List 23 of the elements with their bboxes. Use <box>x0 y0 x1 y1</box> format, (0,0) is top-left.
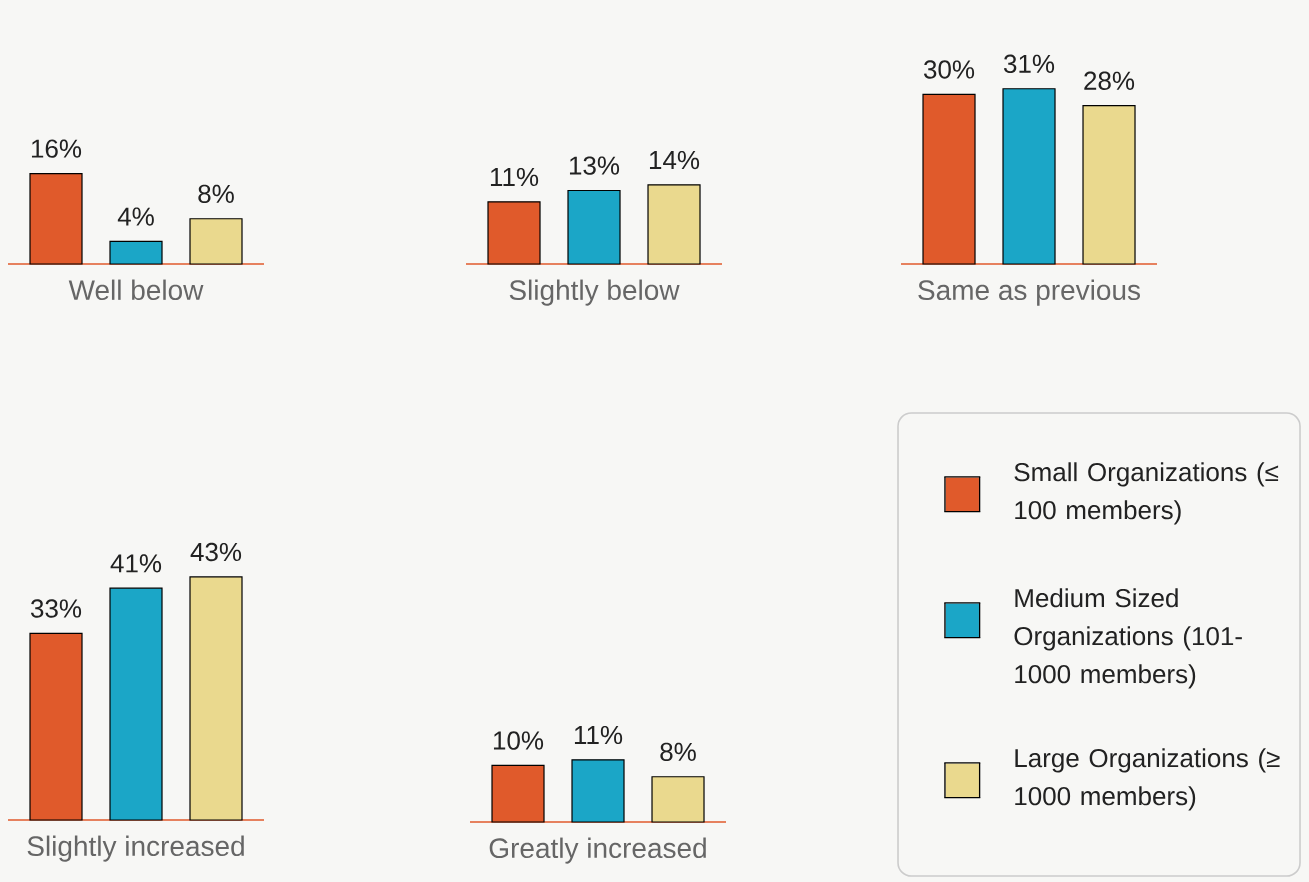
x-axis-title: Well below <box>68 279 204 301</box>
data-label: 10% <box>493 731 544 750</box>
data-label: 8% <box>660 742 696 762</box>
data-label: 30% <box>923 60 975 79</box>
data-label: 28% <box>1084 71 1135 90</box>
text: Large Organizations (≥ 1000 members) <box>1015 748 1280 811</box>
data-label: 4% <box>117 207 154 226</box>
data-label: 33% <box>30 599 82 618</box>
data-label: 8% <box>198 184 234 204</box>
x-axis-title: Slightly below <box>509 279 680 306</box>
data-label: 11% <box>574 725 623 745</box>
x-axis-title: Slightly increased <box>27 835 244 862</box>
data-label: 14% <box>649 150 700 170</box>
data-label: 31% <box>1003 54 1055 74</box>
data-label: 11% <box>490 167 539 187</box>
x-axis-title: Greatly increased <box>489 837 706 864</box>
text: Medium Sized Organizations (101-1000 members) <box>1014 588 1242 689</box>
data-label: 16% <box>31 139 82 158</box>
data-label: 43% <box>190 542 242 562</box>
data-label: 41% <box>110 554 162 573</box>
x-axis-title: Same as previous <box>918 279 1140 306</box>
text: Small Organizations (≤ 100 members) <box>1014 462 1279 525</box>
data-label: 13% <box>569 156 620 175</box>
